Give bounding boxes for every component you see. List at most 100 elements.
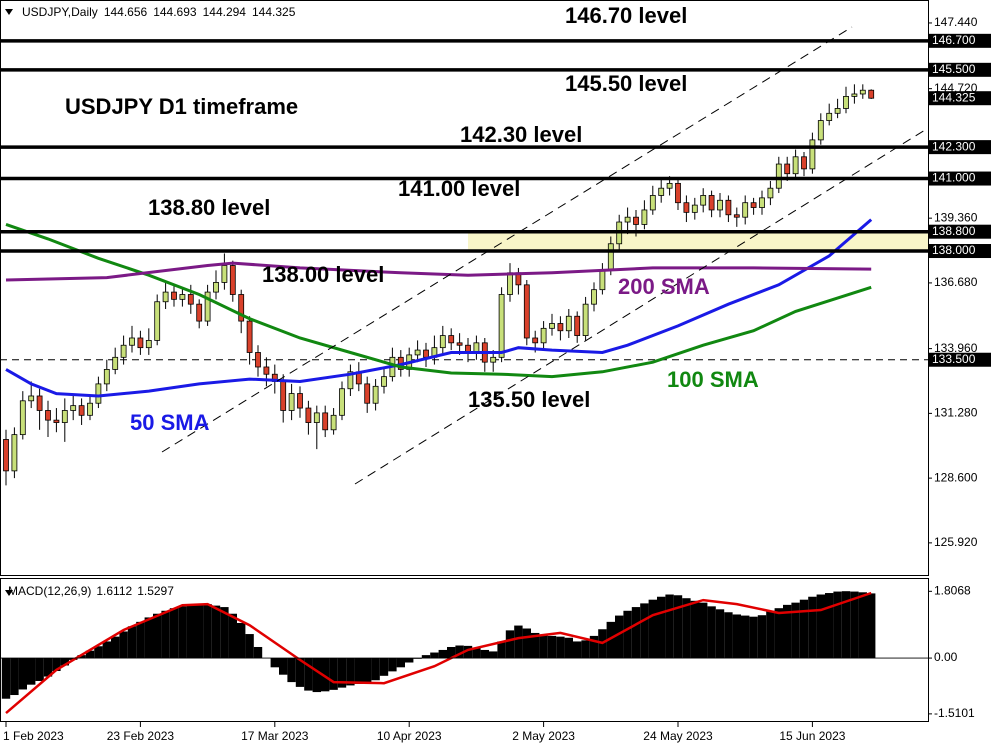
candle-body [322, 412, 329, 431]
macd-bar [673, 595, 683, 659]
candle-body [229, 265, 236, 295]
candle-body [179, 294, 186, 300]
macd-bar [279, 658, 288, 675]
level-price-label: 138.800 [932, 224, 976, 238]
x-tick-label: 23 Feb 2023 [107, 729, 175, 743]
macd-bar [791, 602, 800, 659]
macd-bar [186, 604, 195, 659]
candle-body [490, 356, 497, 363]
macd-bar [85, 650, 95, 659]
candle-body [263, 366, 270, 375]
candle-body [775, 163, 782, 189]
sma-label: 100 SMA [667, 367, 759, 392]
candle-body [540, 327, 547, 344]
candle-body [801, 156, 807, 170]
candle-body [171, 291, 177, 300]
support-zone [468, 231, 928, 252]
candle-body [213, 282, 219, 293]
macd-bar [766, 610, 775, 659]
level-price-label: 133.500 [932, 352, 976, 366]
ohlc-value: 144.693 [153, 5, 197, 19]
candle-body [708, 195, 715, 211]
annotation: 146.70 level [565, 3, 687, 28]
candle-body [675, 182, 681, 204]
macd-bar [421, 655, 431, 659]
macd-bar [438, 649, 447, 659]
ohlc-value: 144.294 [203, 5, 247, 19]
macd-bar [816, 594, 825, 659]
candle-body [204, 291, 211, 322]
candle-body [221, 265, 228, 283]
macd-bar [472, 647, 481, 659]
candle-body [725, 199, 732, 216]
candle-body [28, 395, 35, 402]
candle-body [61, 410, 68, 423]
macd-bar [220, 607, 229, 659]
y-tick-label: 131.280 [934, 406, 978, 420]
level-price-label-box [929, 171, 991, 186]
macd-bar [371, 658, 380, 681]
macd-bar [455, 645, 464, 659]
candle-body [633, 216, 639, 225]
candle-body [582, 303, 589, 336]
y-tick-label: 1.8068 [934, 583, 971, 597]
candle-body [45, 410, 51, 421]
x-tick-label: 10 Apr 2023 [377, 729, 442, 743]
y-tick-label: 128.600 [934, 470, 978, 484]
macd-bar [531, 632, 540, 659]
candle-body [498, 294, 505, 358]
candle-body [507, 272, 513, 295]
macd-bar [43, 658, 53, 677]
candle-body [103, 369, 110, 385]
macd-bar [153, 613, 162, 659]
macd-bar [245, 634, 254, 659]
macd-bar [589, 635, 599, 659]
candle-body [330, 414, 337, 431]
macd-bar [27, 658, 36, 685]
macd-bar [690, 600, 699, 659]
macd-bar [337, 658, 347, 688]
candle-body [78, 405, 85, 416]
candle-body [288, 393, 295, 411]
macd-bar [430, 652, 439, 659]
candle-body [414, 349, 421, 356]
candle-body [187, 294, 194, 305]
macd-bar [178, 606, 187, 659]
macd-bar [631, 607, 641, 659]
candle-body [759, 197, 765, 208]
macd-name: MACD(12,26,9) [8, 584, 91, 598]
macd-bar [615, 615, 624, 659]
y-tick-label: -1.5101 [934, 706, 975, 720]
macd-bar [623, 610, 632, 659]
macd-bar [547, 635, 557, 659]
candle-body [767, 187, 774, 199]
candle-body [36, 395, 43, 411]
macd-bar [774, 608, 783, 659]
macd-bar [253, 646, 263, 659]
macd-bar [388, 658, 397, 672]
macd-bar [505, 630, 515, 659]
candle-body [733, 214, 740, 218]
candle-body [255, 352, 261, 368]
macd-bar [480, 649, 489, 659]
candle-body [423, 349, 429, 358]
sma-line [5, 261, 872, 282]
candle-body [196, 303, 203, 322]
candle-body [364, 383, 371, 404]
macd-bar [211, 605, 221, 659]
candle-body [834, 108, 841, 114]
macd-bar [724, 612, 733, 659]
candle-body [313, 412, 320, 423]
candle-body [607, 243, 614, 271]
candle-body [154, 301, 161, 341]
sma-line [5, 218, 873, 398]
annotation: 142.30 level [460, 122, 582, 147]
macd-bar [60, 658, 69, 666]
candle-body [19, 400, 26, 436]
macd-bar [94, 646, 103, 659]
candle-body [137, 337, 144, 349]
macd-bar [270, 658, 279, 668]
candle-body [750, 202, 757, 208]
candle-body [297, 393, 303, 409]
